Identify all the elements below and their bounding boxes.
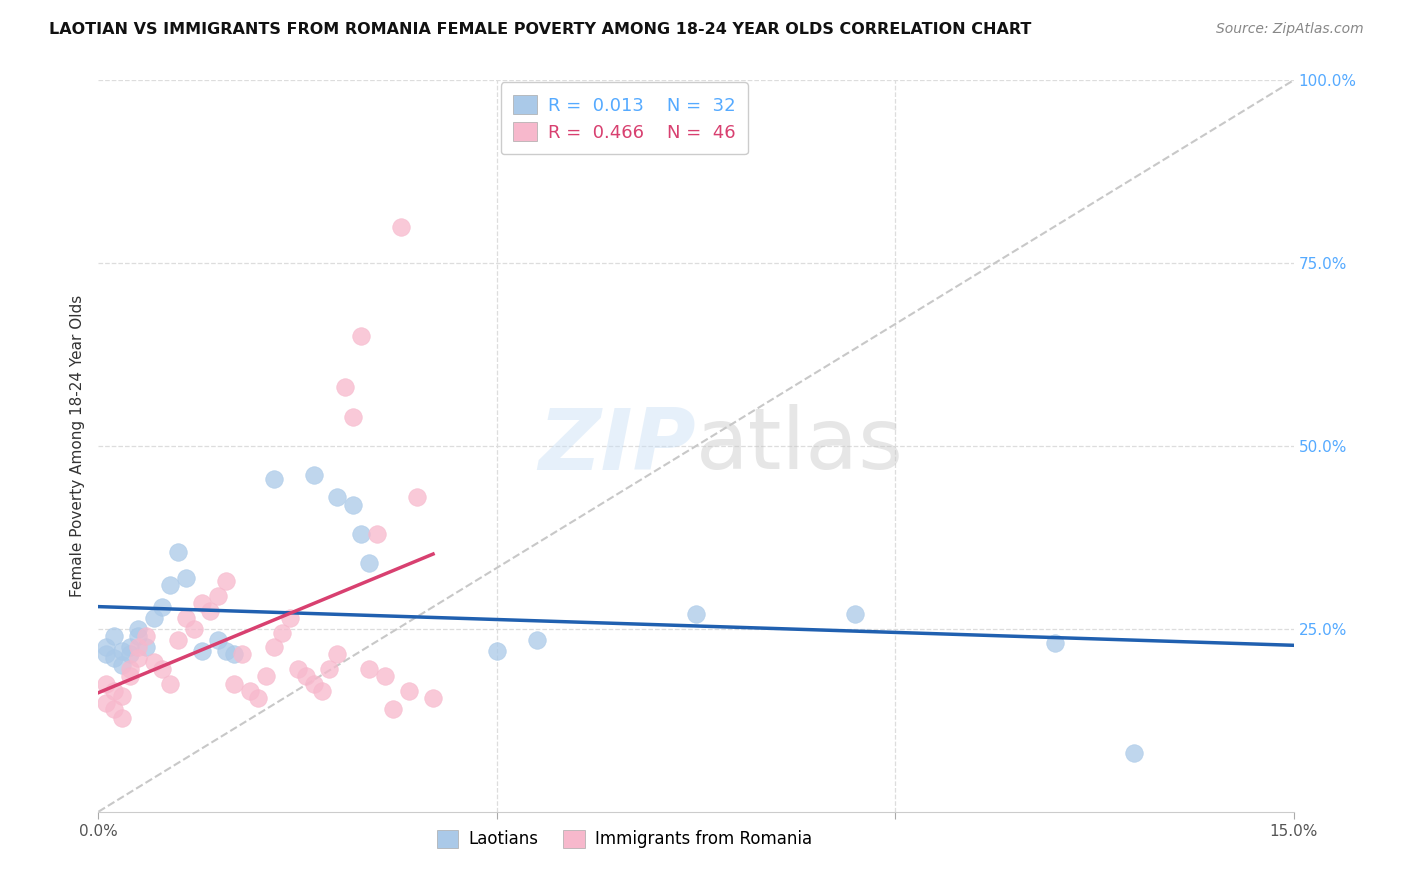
Point <box>127 629 149 643</box>
Point <box>311 684 333 698</box>
Point <box>120 648 142 662</box>
Point <box>389 219 412 234</box>
Point <box>207 632 229 647</box>
Point <box>135 640 157 655</box>
Point <box>398 684 420 698</box>
Point <box>191 596 214 610</box>
Point <box>374 669 396 683</box>
Point <box>222 676 245 690</box>
Point <box>207 589 229 603</box>
Point <box>174 611 197 625</box>
Legend: Laotians, Immigrants from Romania: Laotians, Immigrants from Romania <box>426 820 823 858</box>
Point <box>526 632 548 647</box>
Point <box>254 669 277 683</box>
Point <box>215 574 238 589</box>
Point <box>1043 636 1066 650</box>
Point <box>127 651 149 665</box>
Point <box>326 490 349 504</box>
Point <box>96 676 118 690</box>
Point <box>359 662 381 676</box>
Point <box>302 676 325 690</box>
Point <box>120 669 142 683</box>
Point <box>278 611 301 625</box>
Point <box>1123 746 1146 760</box>
Point <box>231 648 253 662</box>
Point <box>111 689 134 703</box>
Point <box>270 625 292 640</box>
Point <box>294 669 316 683</box>
Point <box>326 648 349 662</box>
Point <box>302 468 325 483</box>
Point <box>103 629 125 643</box>
Point <box>239 684 262 698</box>
Point <box>159 578 181 592</box>
Point <box>111 658 134 673</box>
Point <box>103 684 125 698</box>
Point <box>135 629 157 643</box>
Point <box>103 651 125 665</box>
Point <box>167 632 190 647</box>
Point <box>335 380 357 394</box>
Point <box>96 697 118 711</box>
Point <box>198 603 221 617</box>
Point <box>143 611 166 625</box>
Point <box>215 644 238 658</box>
Text: LAOTIAN VS IMMIGRANTS FROM ROMANIA FEMALE POVERTY AMONG 18-24 YEAR OLDS CORRELAT: LAOTIAN VS IMMIGRANTS FROM ROMANIA FEMAL… <box>49 22 1032 37</box>
Point <box>120 662 142 676</box>
Point <box>287 662 309 676</box>
Point <box>183 622 205 636</box>
Point <box>191 644 214 658</box>
Point <box>485 644 508 658</box>
Point <box>406 490 429 504</box>
Point <box>120 640 142 655</box>
Point <box>103 702 125 716</box>
Point <box>174 571 197 585</box>
Point <box>150 662 173 676</box>
Point <box>263 640 285 655</box>
Point <box>96 640 118 655</box>
Point <box>150 599 173 614</box>
Point <box>382 702 405 716</box>
Point <box>111 711 134 725</box>
Point <box>366 526 388 541</box>
Point <box>263 472 285 486</box>
Point <box>127 640 149 655</box>
Y-axis label: Female Poverty Among 18-24 Year Olds: Female Poverty Among 18-24 Year Olds <box>69 295 84 597</box>
Point <box>167 545 190 559</box>
Point <box>318 662 340 676</box>
Text: ZIP: ZIP <box>538 404 696 488</box>
Text: Source: ZipAtlas.com: Source: ZipAtlas.com <box>1216 22 1364 37</box>
Point <box>359 556 381 570</box>
Point <box>96 648 118 662</box>
Point <box>350 526 373 541</box>
Point <box>422 691 444 706</box>
Text: atlas: atlas <box>696 404 904 488</box>
Point <box>222 648 245 662</box>
Point <box>111 644 134 658</box>
Point <box>685 607 707 622</box>
Point <box>143 655 166 669</box>
Point <box>246 691 269 706</box>
Point <box>350 329 373 343</box>
Point <box>127 622 149 636</box>
Point <box>342 498 364 512</box>
Point <box>342 409 364 424</box>
Point <box>159 676 181 690</box>
Point <box>844 607 866 622</box>
